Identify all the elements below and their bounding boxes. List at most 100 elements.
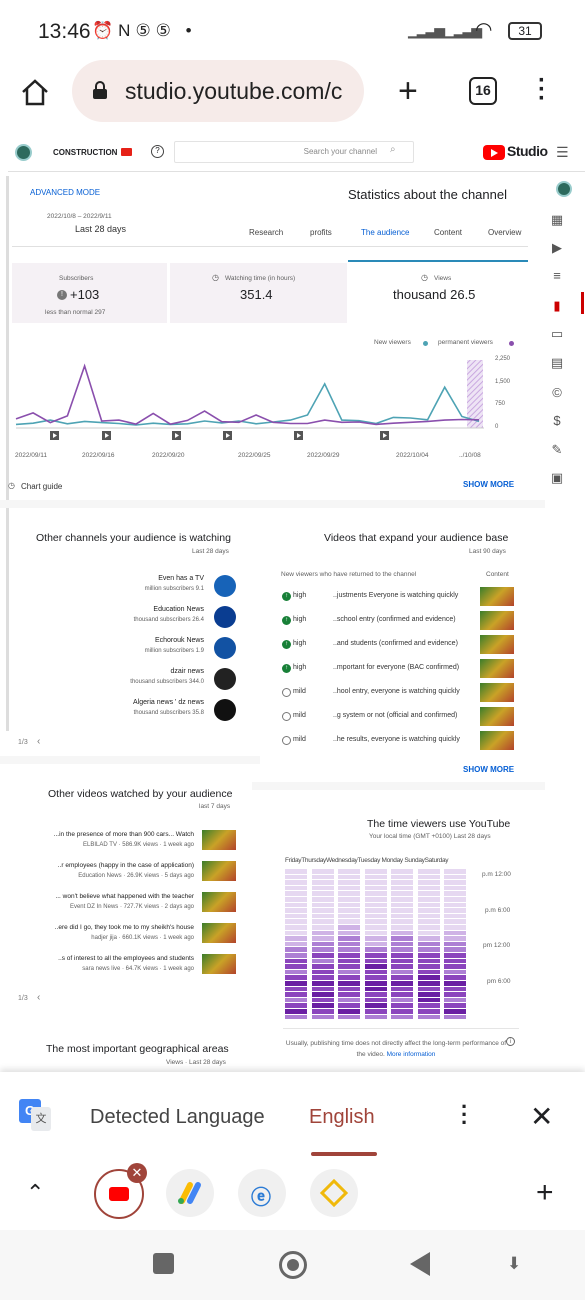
heatmap-cell[interactable]: [311, 986, 334, 992]
heatmap-cell[interactable]: [311, 919, 334, 924]
heatmap-cell[interactable]: [391, 981, 413, 986]
channel-list-item[interactable]: dzair news thousand subscribers 344.0: [40, 668, 240, 696]
heatmap-cell[interactable]: [444, 891, 466, 896]
period-selector[interactable]: Last 28 days: [75, 224, 127, 234]
heatmap-cell[interactable]: [444, 885, 466, 891]
heatmap-cell[interactable]: [417, 919, 440, 924]
heatmap-cell[interactable]: [364, 975, 387, 980]
heatmap-cell[interactable]: [364, 908, 387, 913]
heatmap-cell[interactable]: [285, 941, 307, 947]
heatmap-cell[interactable]: [391, 913, 413, 919]
heatmap-cell[interactable]: [285, 897, 307, 902]
heatmap-cell[interactable]: [391, 964, 413, 969]
heatmap-cell[interactable]: [444, 874, 466, 880]
heatmap-cell[interactable]: [364, 925, 387, 930]
heatmap-cell[interactable]: [364, 869, 387, 874]
heatmap-cell[interactable]: [391, 919, 413, 924]
copyright-icon[interactable]: ©: [552, 385, 562, 400]
binance-bubble[interactable]: [310, 1169, 358, 1217]
heatmap-cell[interactable]: [285, 930, 307, 936]
heatmap-cell[interactable]: [364, 964, 387, 969]
heatmap-cell[interactable]: [285, 885, 307, 891]
heatmap-cell[interactable]: [391, 897, 413, 902]
heatmap-cell[interactable]: [417, 1009, 440, 1014]
english-tab[interactable]: English: [309, 1106, 375, 1128]
heatmap-cell[interactable]: [311, 936, 334, 941]
heatmap-cell[interactable]: [391, 958, 413, 964]
heatmap-cell[interactable]: [364, 897, 387, 902]
heatmap-cell[interactable]: [391, 997, 413, 1003]
heatmap-cell[interactable]: [417, 936, 440, 941]
home-button[interactable]: [279, 1251, 307, 1279]
heatmap-cell[interactable]: [311, 997, 334, 1003]
expand-list-item[interactable]: mild ..hool entry, everyone is watching q…: [281, 683, 515, 705]
heatmap-cell[interactable]: [338, 975, 360, 980]
heatmap-cell[interactable]: [285, 1009, 307, 1014]
heatmap-cell[interactable]: [338, 1003, 360, 1008]
heatmap-cell[interactable]: [444, 992, 466, 997]
heatmap-cell[interactable]: [311, 869, 334, 874]
heatmap-cell[interactable]: [338, 908, 360, 913]
heatmap-cell[interactable]: [444, 986, 466, 992]
heatmap-cell[interactable]: [444, 913, 466, 919]
line-chart[interactable]: [10, 350, 530, 460]
heatmap-cell[interactable]: [417, 981, 440, 986]
heatmap-cell[interactable]: [311, 969, 334, 975]
subscribers-card[interactable]: [12, 263, 167, 323]
heatmap-cell[interactable]: [338, 902, 360, 908]
heatmap-cell[interactable]: [417, 869, 440, 874]
heatmap-cell[interactable]: [338, 958, 360, 964]
video-list-item[interactable]: ..ere did I go, they took me to my sheik…: [20, 923, 238, 951]
heatmap-cell[interactable]: [311, 958, 334, 964]
video-list-item[interactable]: ...in the presence of more than 900 cars…: [20, 830, 238, 858]
heatmap-cell[interactable]: [391, 880, 413, 885]
heatmap-cell[interactable]: [444, 902, 466, 908]
heatmap-cell[interactable]: [444, 925, 466, 930]
detected-language-tab[interactable]: Detected Language: [90, 1106, 265, 1128]
heatmap-cell[interactable]: [364, 981, 387, 986]
heatmap-cell[interactable]: [391, 874, 413, 880]
tab-research[interactable]: Research: [249, 228, 284, 237]
heatmap-cell[interactable]: [444, 1003, 466, 1008]
tab-switcher-button[interactable]: 16: [469, 77, 497, 105]
heatmap-cell[interactable]: [417, 997, 440, 1003]
heatmap-cell[interactable]: [338, 969, 360, 975]
heatmap-cell[interactable]: [364, 997, 387, 1003]
dashboard-icon[interactable]: ▦: [550, 212, 564, 227]
heatmap-cell[interactable]: [285, 936, 307, 941]
heatmap-cell[interactable]: [444, 880, 466, 885]
collapse-chevron-icon[interactable]: ⌃: [26, 1180, 45, 1205]
heatmap-cell[interactable]: [285, 947, 307, 952]
expand-show-more-button[interactable]: SHOW MORE: [463, 765, 515, 774]
video-list-item[interactable]: ..r employees (happy in the case of appl…: [20, 861, 238, 889]
heatmap-cell[interactable]: [285, 992, 307, 997]
heatmap-cell[interactable]: [311, 880, 334, 885]
heatmap-cell[interactable]: [338, 953, 360, 958]
menu-icon[interactable]: ☰: [556, 144, 569, 160]
heatmap-cell[interactable]: [391, 936, 413, 941]
heatmap-cell[interactable]: [364, 958, 387, 964]
heatmap-cell[interactable]: [364, 885, 387, 891]
heatmap-cell[interactable]: [311, 1014, 334, 1020]
heatmap-cell[interactable]: [417, 947, 440, 952]
playlists-icon[interactable]: ≡: [553, 268, 561, 283]
comments-icon[interactable]: ▭: [550, 326, 564, 341]
customization-icon[interactable]: ✎: [551, 442, 563, 457]
watch-time-card[interactable]: [170, 263, 347, 323]
heatmap-cell[interactable]: [391, 969, 413, 975]
google-translate-icon[interactable]: G 文: [19, 1099, 51, 1131]
expand-list-item[interactable]: ↑ high ..school entry (confirmed and evide…: [281, 611, 515, 633]
heatmap-cell[interactable]: [391, 908, 413, 913]
heatmap-cell[interactable]: [285, 953, 307, 958]
heatmap-cell[interactable]: [285, 913, 307, 919]
heatmap-cell[interactable]: [338, 964, 360, 969]
heatmap-cell[interactable]: [285, 880, 307, 885]
heatmap-cell[interactable]: [364, 969, 387, 975]
heatmap-cell[interactable]: [417, 1003, 440, 1008]
heatmap-cell[interactable]: [444, 997, 466, 1003]
heatmap-cell[interactable]: [444, 1014, 466, 1020]
heatmap-cell[interactable]: [364, 936, 387, 941]
heatmap-cell[interactable]: [311, 981, 334, 986]
heatmap-cell[interactable]: [338, 919, 360, 924]
expand-list-item[interactable]: ↑ high ..justments Everyone is watching qu…: [281, 587, 515, 609]
